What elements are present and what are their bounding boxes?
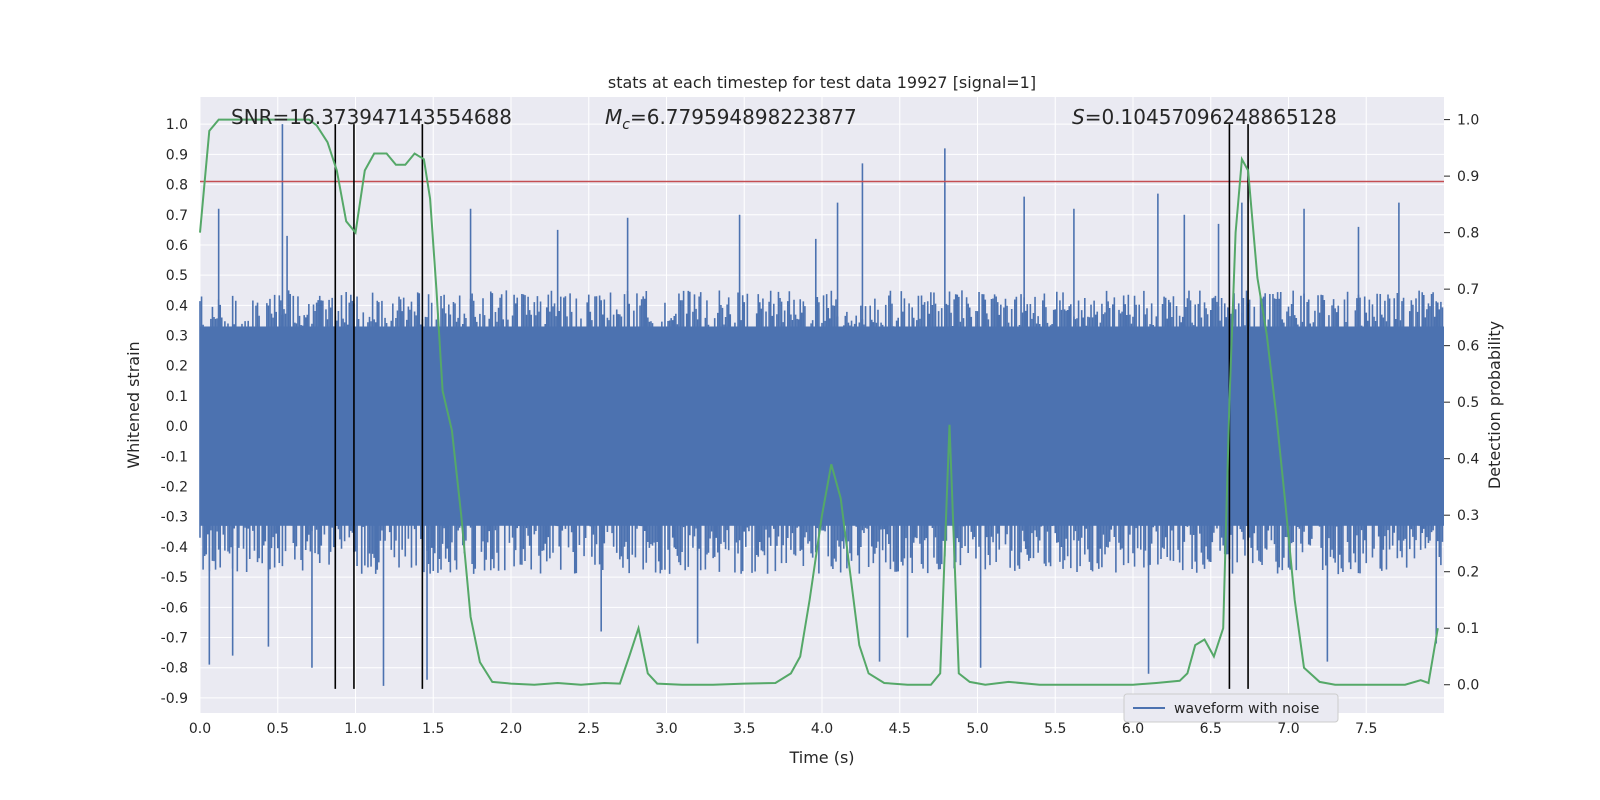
x-tick-label: 5.5 bbox=[1044, 721, 1066, 737]
x-tick-label: 1.5 bbox=[422, 721, 444, 737]
y-right-tick-label: 0.6 bbox=[1457, 339, 1479, 355]
detection-probability-series bbox=[199, 118, 1439, 686]
x-tick-label: 7.0 bbox=[1277, 721, 1299, 737]
y-axis-right-ticks: 0.0 0.1 0.2 0.3 0.4 0.5 0.6 0.7 0.8 0.9 1.0 bbox=[1444, 113, 1479, 694]
s-annotation: S=0.10457096248865128 bbox=[1072, 105, 1337, 129]
y-right-tick-label: 0.1 bbox=[1457, 621, 1479, 637]
chirp-mass-value: =6.779594898223877 bbox=[630, 105, 857, 129]
y-left-tick-label: 0.1 bbox=[166, 389, 188, 405]
y-right-tick-label: 0.0 bbox=[1457, 678, 1479, 694]
y-right-tick-label: 0.5 bbox=[1457, 395, 1479, 411]
x-tick-label: 4.0 bbox=[811, 721, 833, 737]
chirp-mass-subscript: c bbox=[622, 117, 630, 133]
legend-label: waveform with noise bbox=[1174, 701, 1319, 717]
y-right-tick-label: 0.7 bbox=[1457, 282, 1479, 298]
chirp-mass-symbol: M bbox=[605, 105, 622, 129]
x-tick-label: 4.5 bbox=[889, 721, 911, 737]
y-left-tick-label: -0.7 bbox=[161, 631, 188, 647]
y-right-tick-label: 0.3 bbox=[1457, 508, 1479, 524]
y-left-tick-label: 0.5 bbox=[166, 268, 188, 284]
y-left-tick-label: -0.8 bbox=[161, 661, 188, 677]
y-right-tick-label: 0.2 bbox=[1457, 565, 1479, 581]
x-tick-label: 5.0 bbox=[966, 721, 988, 737]
y-left-tick-label: 0.9 bbox=[166, 147, 188, 163]
y-left-tick-label: -0.1 bbox=[161, 449, 188, 465]
y-left-tick-label: -0.5 bbox=[161, 570, 188, 586]
x-tick-label: 6.0 bbox=[1122, 721, 1144, 737]
y-left-tick-label: 0.4 bbox=[166, 298, 188, 314]
y-right-tick-label: 0.8 bbox=[1457, 226, 1479, 242]
y-left-tick-label: 0.0 bbox=[166, 419, 188, 435]
y-axis-right-label: Detection probability bbox=[1485, 321, 1504, 489]
waveform-series bbox=[199, 124, 1444, 686]
y-axis-left-ticks: -0.9 -0.8 -0.7 -0.6 -0.5 -0.4 -0.3 -0.2 -0.1 0.0 0… bbox=[161, 117, 188, 707]
vertical-markers bbox=[334, 124, 1249, 689]
y-right-tick-label: 1.0 bbox=[1457, 113, 1479, 129]
y-left-tick-label: -0.9 bbox=[161, 691, 188, 707]
chirp-mass-annotation: Mc=6.779594898223877 bbox=[605, 105, 857, 133]
legend: waveform with noise bbox=[1123, 693, 1339, 723]
snr-annotation: SNR=16.373947143554688 bbox=[231, 105, 512, 129]
x-tick-label: 2.5 bbox=[578, 721, 600, 737]
chart-title: stats at each timestep for test data 199… bbox=[608, 73, 1036, 92]
y-left-tick-label: -0.3 bbox=[161, 510, 188, 526]
y-left-tick-label: 1.0 bbox=[166, 117, 188, 133]
x-tick-label: 3.0 bbox=[655, 721, 677, 737]
y-left-tick-label: -0.2 bbox=[161, 480, 188, 496]
y-left-tick-label: 0.2 bbox=[166, 359, 188, 375]
y-left-tick-label: -0.6 bbox=[161, 600, 188, 616]
s-value: =0.10457096248865128 bbox=[1085, 105, 1337, 129]
s-symbol: S bbox=[1072, 105, 1085, 129]
waveform-core-band bbox=[200, 326, 1444, 526]
x-tick-label: 7.5 bbox=[1355, 721, 1377, 737]
x-tick-label: 0.5 bbox=[267, 721, 289, 737]
y-axis-left-label: Whitened strain bbox=[124, 341, 143, 468]
y-right-tick-label: 0.4 bbox=[1457, 452, 1479, 468]
x-tick-label: 6.5 bbox=[1200, 721, 1222, 737]
y-left-tick-label: -0.4 bbox=[161, 540, 188, 556]
y-left-tick-label: 0.3 bbox=[166, 329, 188, 345]
x-axis-ticks: 0.0 0.5 1.0 1.5 2.0 2.5 3.0 3.5 4.0 4.5 5.0 5.5 6.0 6… bbox=[189, 721, 1378, 737]
x-tick-label: 1.0 bbox=[344, 721, 366, 737]
detection-probability-line bbox=[199, 118, 1439, 686]
x-tick-label: 3.5 bbox=[733, 721, 755, 737]
y-left-tick-label: 0.6 bbox=[166, 238, 188, 254]
y-left-tick-label: 0.7 bbox=[166, 208, 188, 224]
y-right-tick-label: 0.9 bbox=[1457, 169, 1479, 185]
x-tick-label: 0.0 bbox=[189, 721, 211, 737]
legend-box bbox=[1123, 693, 1339, 723]
x-axis-label: Time (s) bbox=[788, 748, 854, 767]
x-tick-label: 2.0 bbox=[500, 721, 522, 737]
y-left-tick-label: 0.8 bbox=[166, 178, 188, 194]
